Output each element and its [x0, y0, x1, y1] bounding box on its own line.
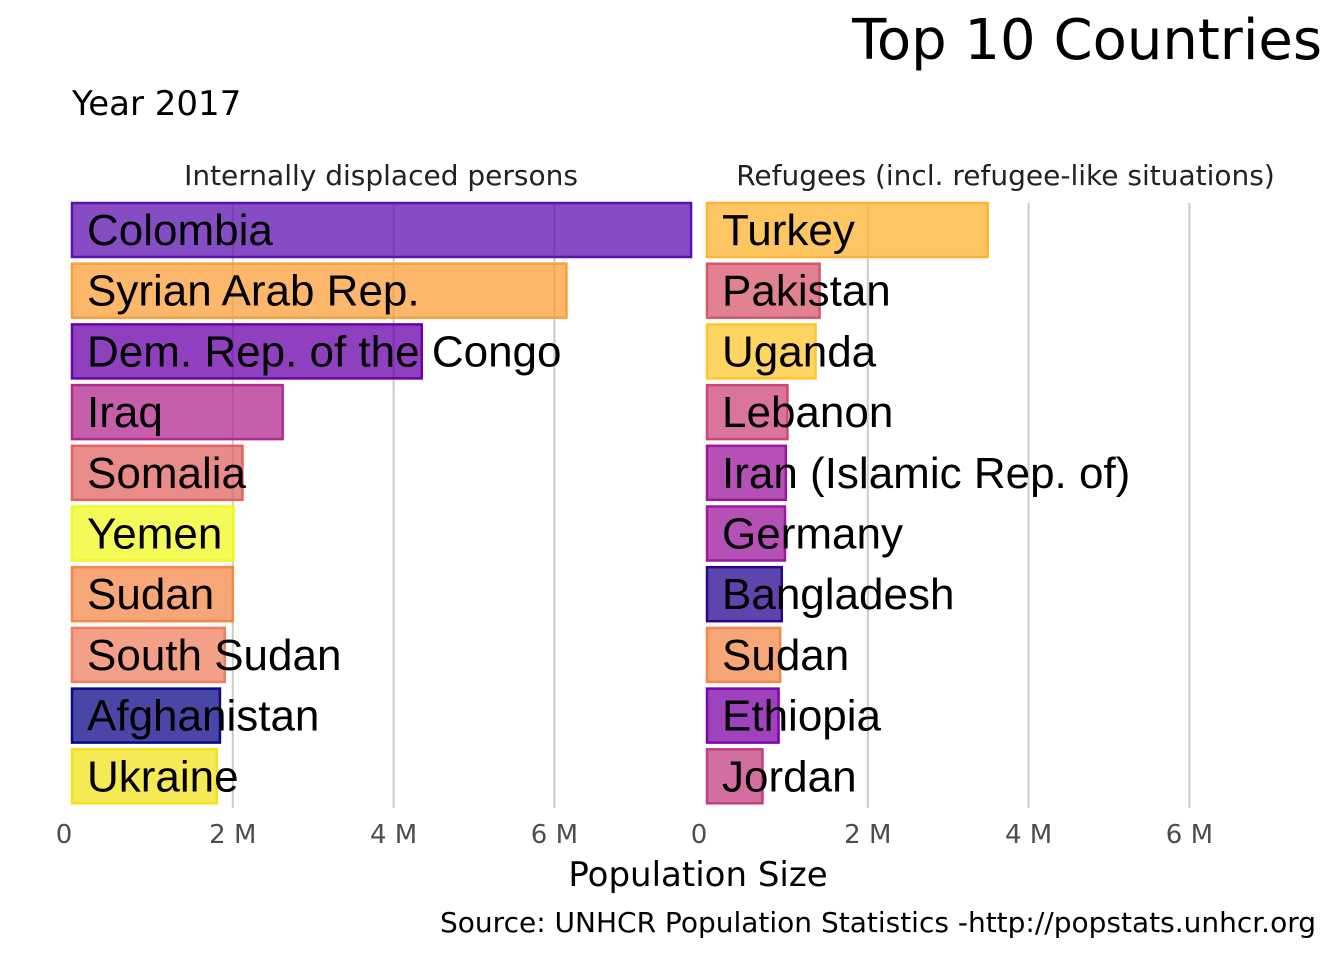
bar-label: Uganda: [722, 327, 877, 376]
bar: [705, 444, 788, 502]
bar: [705, 565, 784, 623]
bar-label: Sudan: [87, 570, 214, 619]
bar: [70, 505, 235, 562]
bar-label: Bangladesh: [722, 570, 954, 619]
bar-label: Sudan: [722, 631, 849, 680]
bar-label: Iran (Islamic Rep. of): [722, 449, 1130, 498]
bar: [705, 323, 817, 380]
facet-title: Internally displaced persons: [184, 159, 578, 192]
bar: [70, 565, 235, 623]
bar-label: Dem. Rep. of the Congo: [87, 327, 561, 376]
bar: [705, 626, 782, 684]
bar-label: Jordan: [722, 752, 857, 801]
x-tick-label: 0: [56, 820, 73, 850]
bar: [705, 383, 789, 441]
bar: [705, 748, 764, 805]
x-tick-label: 6 M: [531, 820, 578, 850]
bar-label: Ethiopia: [722, 692, 882, 741]
x-tick-label: 6 M: [1166, 820, 1213, 850]
bar-label: Iraq: [87, 388, 163, 437]
bar-label: Colombia: [87, 206, 273, 255]
bar: [705, 687, 780, 744]
bar-label: Somalia: [87, 449, 246, 498]
bar-label: Lebanon: [722, 388, 893, 437]
bar: [70, 383, 284, 441]
bar-label: Turkey: [722, 206, 855, 255]
bar-label: Yemen: [87, 510, 222, 559]
bar: [70, 626, 227, 684]
bar-label: Syrian Arab Rep.: [87, 267, 420, 316]
x-tick-label: 2 M: [209, 820, 256, 850]
bar: [70, 444, 244, 502]
chart-title: Top 10 Countries: [852, 8, 1322, 73]
bar-label: Afghanistan: [87, 692, 319, 741]
bar: [70, 687, 222, 744]
bar: [705, 262, 821, 319]
bar: [705, 505, 787, 562]
facet-title: Refugees (incl. refugee-like situations): [736, 159, 1275, 192]
x-tick-label: 2 M: [844, 820, 891, 850]
bar: [70, 262, 568, 319]
chart-subtitle: Year 2017: [72, 84, 242, 124]
bar-label: South Sudan: [87, 631, 341, 680]
bar: [705, 201, 989, 259]
x-tick-label: 4 M: [1005, 820, 1052, 850]
bar-label: Ukraine: [87, 752, 239, 801]
bar: [70, 323, 423, 380]
bar: [70, 201, 693, 259]
bar-label: Pakistan: [722, 267, 891, 316]
chart-caption: Source: UNHCR Population Statistics -htt…: [440, 906, 1316, 939]
bar-label: Germany: [722, 510, 903, 559]
x-tick-label: 4 M: [370, 820, 417, 850]
x-tick-label: 0: [691, 820, 708, 850]
x-axis-label: Population Size: [568, 855, 827, 895]
bar: [70, 748, 218, 805]
